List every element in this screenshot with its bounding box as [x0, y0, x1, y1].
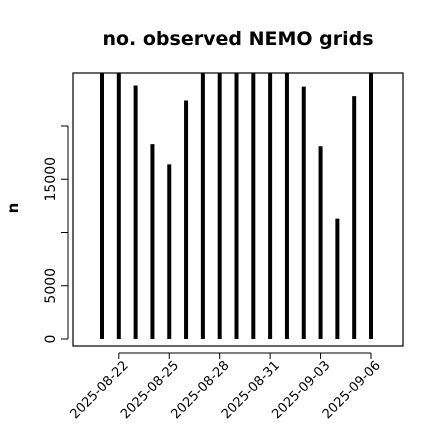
- chart-title: no. observed NEMO grids: [102, 28, 373, 50]
- y-tick-label-0: 0: [43, 335, 59, 344]
- y-axis: 0 5000 15000: [43, 125, 69, 344]
- y-tick-label-5000: 5000: [43, 268, 59, 304]
- y-tick-label-15000: 15000: [43, 157, 59, 202]
- x-axis: 2025-08-222025-08-252025-08-282025-08-31…: [68, 352, 384, 422]
- y-axis-label: n: [4, 203, 22, 214]
- bars: [100, 73, 373, 339]
